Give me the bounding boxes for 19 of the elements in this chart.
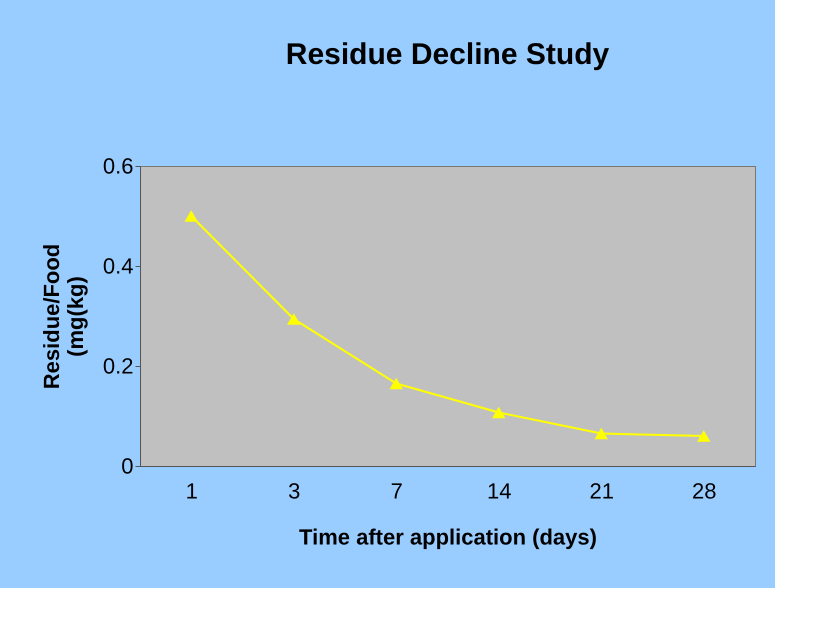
point — [594, 428, 608, 440]
point — [492, 406, 506, 418]
y-tick-label: 0.6 — [102, 154, 134, 178]
x-tick-label: 7 — [390, 478, 403, 504]
x-tick-label: 14 — [487, 478, 512, 504]
point — [184, 210, 198, 222]
x-tick-label: 21 — [590, 478, 614, 504]
x-tick-label: 1 — [186, 478, 198, 504]
x-tick-label: 28 — [692, 478, 716, 504]
point — [697, 430, 710, 442]
chart-title: Residue Decline Study — [286, 38, 610, 71]
y-tick-label: 0.4 — [102, 254, 134, 278]
x-axis-title: Time after application (days) — [299, 524, 597, 550]
y-tick-label: 0.2 — [102, 354, 134, 378]
y-tick-label: 0 — [121, 454, 134, 478]
point — [390, 378, 403, 390]
y-axis-title: Residue/Food (mg(kg) — [38, 244, 88, 390]
x-tick-label: 3 — [288, 478, 300, 504]
point — [287, 313, 300, 325]
